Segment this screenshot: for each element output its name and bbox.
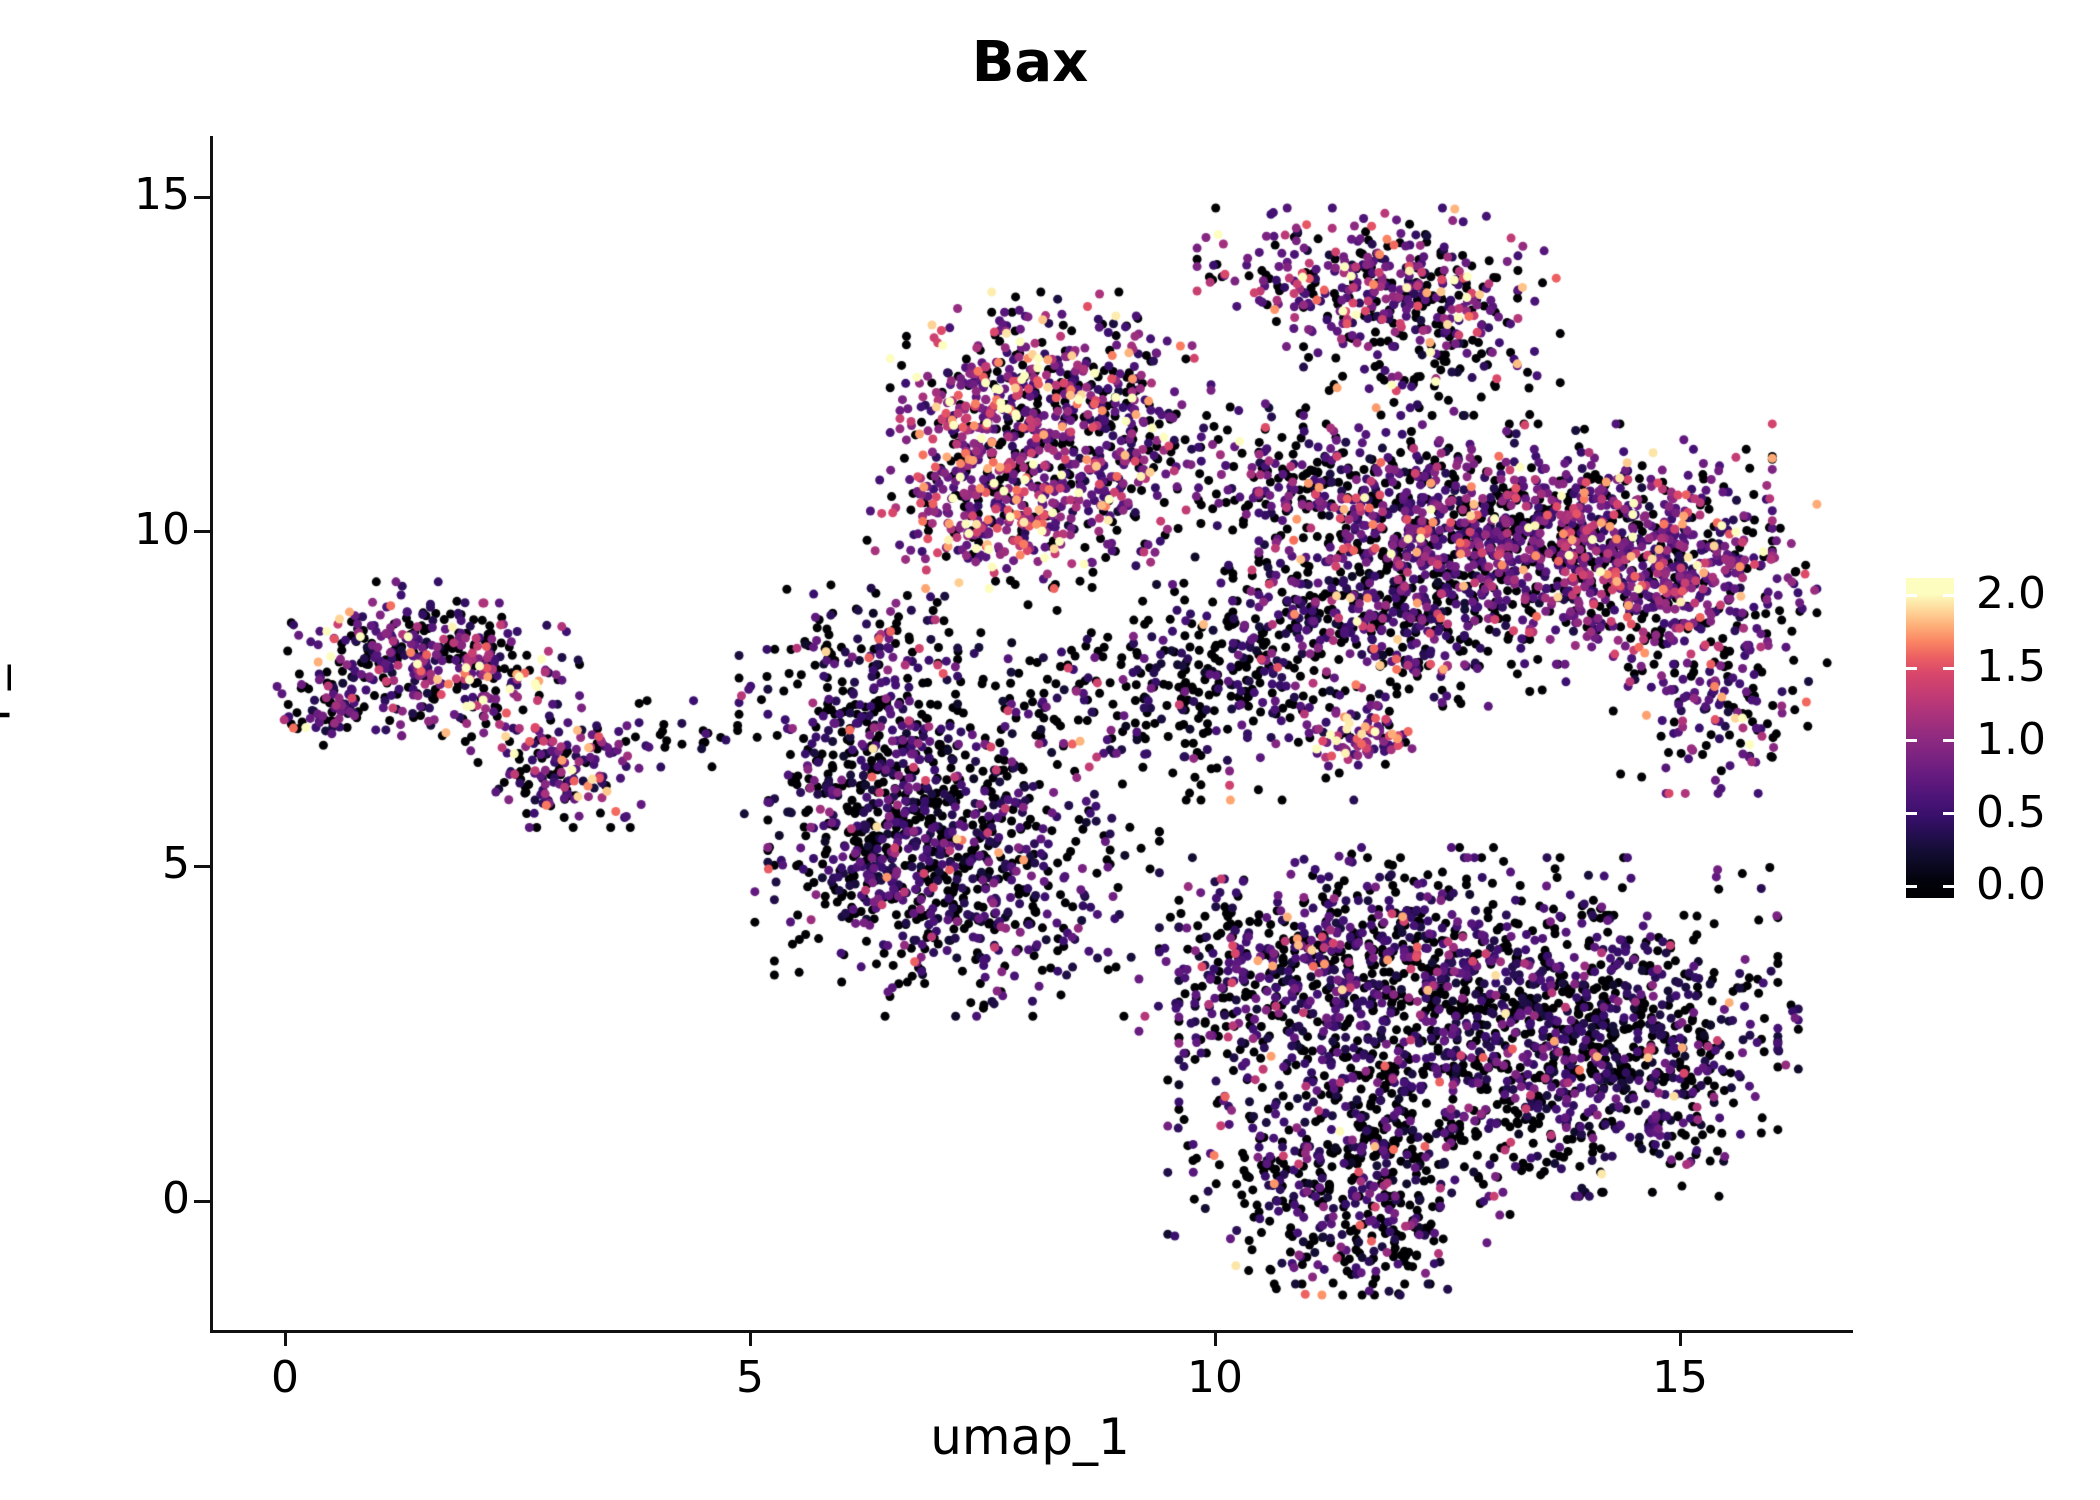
colorbar-tick: [1943, 884, 1954, 888]
colorbar-tick-label: 0.0: [1976, 859, 2046, 911]
colorbar-tick: [1943, 666, 1954, 670]
colorbar-tick-label: 0.5: [1976, 786, 2046, 838]
colorbar-tick: [1906, 812, 1917, 816]
colorbar-tick: [1906, 884, 1917, 888]
x-axis-tick: [748, 1330, 752, 1346]
y-axis-tick: [194, 530, 210, 534]
colorbar-gradient: [1906, 578, 1954, 898]
x-axis-tick: [1213, 1330, 1217, 1346]
x-axis-tick: [283, 1330, 287, 1346]
colorbar-tick: [1943, 739, 1954, 743]
y-axis-tick-label: 5: [162, 838, 190, 890]
plot-title: Bax: [971, 30, 1089, 95]
x-axis-tick-label: 15: [1652, 1352, 1708, 1403]
y-axis-tick-label: 15: [134, 169, 190, 220]
y-axis-tick: [194, 1199, 210, 1203]
colorbar-tick: [1906, 739, 1917, 743]
y-axis-tick: [194, 864, 210, 868]
colorbar-tick-label: 2.0: [1976, 568, 2046, 620]
colorbar-tick: [1906, 666, 1917, 670]
x-axis-tick: [1678, 1330, 1682, 1346]
colorbar-tick-label: 1.0: [1976, 713, 2046, 765]
y-axis-tick: [194, 195, 210, 199]
plot-panel: [210, 136, 1853, 1333]
colorbar-tick-label: 1.5: [1976, 641, 2046, 693]
colorbar-legend: 2.0 1.5 1.0 0.5 0.0: [1906, 568, 2046, 910]
colorbar-tick: [1906, 593, 1917, 597]
y-axis-tick-label: 10: [134, 503, 190, 555]
x-axis-tick-label: 0: [271, 1352, 299, 1403]
x-axis-tick-label: 5: [736, 1352, 764, 1403]
scatter-points-canvas: [213, 136, 1853, 1330]
x-axis-label: umap_1: [930, 1408, 1130, 1466]
y-axis-label: umap_2: [0, 633, 11, 833]
colorbar-tick: [1943, 812, 1954, 816]
y-axis-tick-label: 0: [162, 1173, 190, 1224]
x-axis-tick-label: 10: [1187, 1352, 1243, 1403]
colorbar-tick: [1943, 593, 1954, 597]
